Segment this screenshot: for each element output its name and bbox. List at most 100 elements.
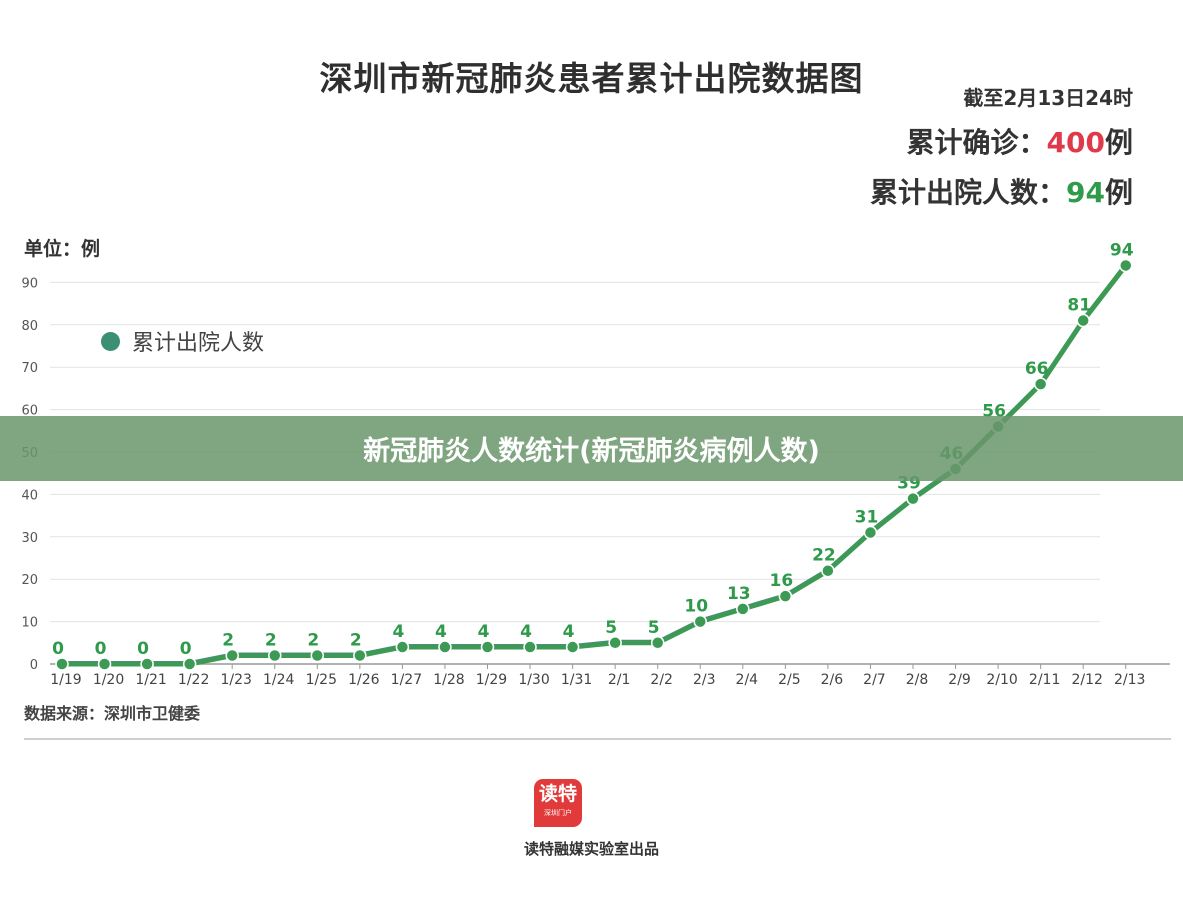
dute-logo: 读特 深圳门户 — [534, 779, 582, 827]
x-tick-label: 1/29 — [476, 672, 507, 688]
logo-text: 读特 — [538, 783, 577, 805]
summary-stats: 截至2月13日24时 累计确诊：400例 累计出院人数：94例 — [870, 82, 1133, 211]
confirmed-total: 累计确诊：400例 — [870, 121, 1133, 161]
data-label: 81 — [1067, 296, 1091, 316]
data-label: 0 — [137, 639, 149, 659]
data-point — [140, 657, 154, 671]
confirmed-unit: 例 — [1104, 126, 1133, 159]
data-point — [310, 648, 325, 663]
x-tick-label: 2/11 — [1029, 672, 1060, 688]
data-point — [1033, 377, 1048, 391]
x-tick-label: 2/4 — [736, 672, 759, 688]
x-tick-label: 1/26 — [348, 672, 380, 688]
data-label: 10 — [684, 597, 708, 617]
x-tick-label: 2/5 — [778, 672, 801, 688]
data-label: 4 — [563, 622, 575, 642]
data-point — [438, 640, 452, 654]
data-point — [778, 589, 793, 603]
data-point — [225, 648, 239, 663]
data-label: 13 — [727, 584, 751, 604]
x-tick-label: 2/9 — [948, 672, 971, 688]
discharged-total: 累计出院人数：94例 — [870, 171, 1133, 211]
data-point — [182, 657, 197, 671]
legend-marker-icon — [101, 331, 120, 351]
x-tick-label: 2/6 — [821, 672, 844, 688]
x-tick-label: 1/30 — [518, 672, 549, 688]
overlay-banner: 新冠肺炎人数统计(新冠肺炎病例人数) — [0, 416, 1183, 481]
x-tick-label: 1/21 — [135, 672, 166, 688]
legend-label: 累计出院人数 — [132, 331, 265, 356]
data-label: 4 — [520, 622, 532, 642]
x-tick-label: 1/20 — [93, 672, 124, 688]
data-label: 4 — [392, 622, 404, 642]
y-tick-label: 60 — [21, 404, 38, 419]
logo-subtext: 深圳门户 — [544, 809, 572, 817]
y-tick-label: 0 — [30, 658, 38, 673]
data-point — [906, 491, 920, 506]
data-label: 16 — [770, 571, 794, 591]
x-tick-label: 2/7 — [863, 672, 886, 688]
y-tick-label: 40 — [21, 488, 38, 503]
x-tick-label: 1/25 — [306, 672, 337, 688]
data-point — [1119, 258, 1133, 273]
x-tick-label: 2/2 — [650, 672, 673, 688]
x-tick-label: 1/24 — [263, 672, 295, 688]
discharged-value: 94 — [1066, 176, 1105, 209]
data-point — [55, 657, 69, 671]
x-tick-label: 2/10 — [986, 672, 1017, 688]
data-label: 4 — [435, 622, 447, 642]
data-point — [736, 602, 750, 616]
data-source: 数据来源：深圳市卫健委 — [24, 704, 201, 723]
legend: 累计出院人数 — [101, 325, 264, 357]
data-point — [608, 636, 622, 650]
x-tick-label: 1/22 — [178, 672, 209, 688]
y-tick-label: 30 — [21, 531, 38, 546]
data-label: 2 — [222, 631, 234, 651]
x-tick-label: 1/19 — [50, 672, 81, 688]
confirmed-label: 累计确诊： — [906, 126, 1047, 159]
data-point — [863, 525, 878, 540]
data-point — [1076, 313, 1090, 328]
data-point — [650, 636, 665, 650]
data-label: 66 — [1025, 359, 1049, 379]
x-tick-label: 1/31 — [561, 672, 592, 688]
producer-credit: 读特融媒实验室出品 — [523, 840, 659, 858]
data-label: 5 — [648, 618, 660, 638]
y-tick-label: 70 — [21, 361, 38, 376]
data-point — [268, 648, 282, 663]
data-label: 94 — [1110, 240, 1134, 260]
y-tick-label: 90 — [21, 276, 38, 291]
data-point — [523, 640, 537, 654]
unit-label: 单位：例 — [24, 238, 101, 260]
x-tick-label: 1/23 — [220, 672, 251, 688]
data-point — [565, 640, 580, 654]
y-tick-label: 10 — [21, 616, 38, 631]
data-label: 0 — [52, 639, 64, 659]
chart-title: 深圳市新冠肺炎患者累计出院数据图 — [319, 59, 864, 98]
discharged-unit: 例 — [1104, 176, 1133, 209]
divider — [24, 738, 1171, 740]
data-label: 31 — [855, 508, 879, 528]
data-point — [395, 640, 410, 654]
data-point — [97, 657, 112, 671]
x-tick-label: 1/27 — [391, 672, 422, 688]
data-point — [480, 640, 495, 654]
banner-text: 新冠肺炎人数统计(新冠肺炎病例人数) — [363, 436, 820, 467]
y-tick-label: 20 — [21, 573, 38, 588]
data-label: 22 — [812, 546, 836, 566]
data-label: 0 — [95, 639, 107, 659]
data-label: 2 — [350, 631, 362, 651]
confirmed-value: 400 — [1046, 126, 1105, 159]
data-point — [353, 648, 367, 663]
as-of-date: 截至2月13日24时 — [963, 86, 1133, 110]
data-point — [693, 614, 707, 629]
x-tick-label: 2/3 — [693, 672, 716, 688]
data-label: 5 — [605, 618, 617, 638]
x-tick-label: 1/28 — [433, 672, 464, 688]
data-label: 4 — [478, 622, 490, 642]
x-tick-label: 2/8 — [906, 672, 929, 688]
x-tick-label: 2/12 — [1071, 672, 1102, 688]
discharged-label: 累计出院人数： — [870, 176, 1067, 209]
data-label: 2 — [307, 631, 319, 651]
data-point — [821, 563, 835, 578]
